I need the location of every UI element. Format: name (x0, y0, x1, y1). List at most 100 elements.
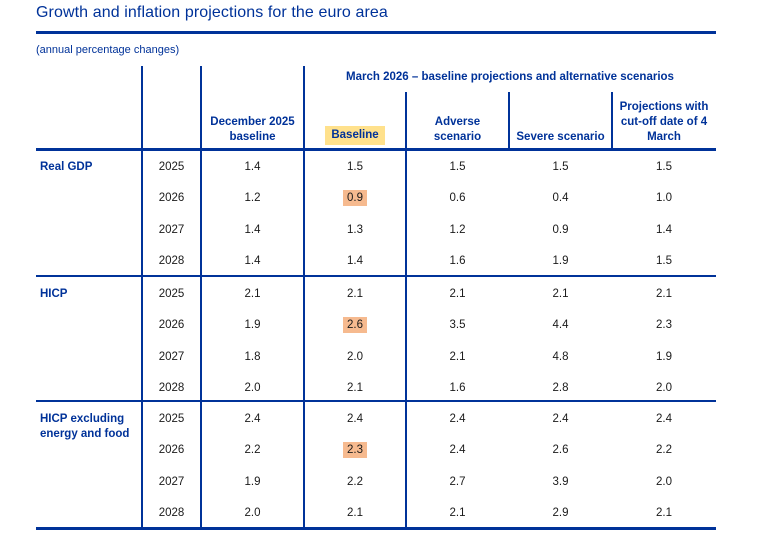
value-cell: 2.4 (449, 412, 466, 425)
year-cell: 2027 (158, 350, 185, 363)
value-cell: 1.9 (552, 255, 569, 268)
value-cell: 2.4 (347, 412, 363, 425)
value-cell: 1.9 (244, 475, 261, 488)
table-row: 2028 2.0 2.1 2.1 2.9 2.1 (36, 498, 716, 530)
table-section: HICP 2025 2.1 2.1 2.1 2.1 2.1 2026 1.9 2.6 3.5 4.4 2… (36, 278, 716, 404)
row-group-label: HICP excluding energy and food (40, 413, 130, 440)
year-cell: 2028 (158, 507, 185, 520)
value-cell: 2.4 (244, 412, 261, 425)
table-row: 2025 2.4 2.4 2.4 2.4 2.4 (36, 403, 716, 435)
value-cell: 4.4 (552, 319, 569, 332)
value-cell: 0.4 (552, 192, 569, 205)
table-row: 2026 2.2 2.3 2.4 2.6 2.2 (36, 435, 716, 467)
value-cell: 2.0 (244, 382, 261, 395)
value-cell: 2.0 (244, 507, 261, 520)
value-cell: 1.4 (244, 223, 261, 236)
value-cell: 2.7 (449, 475, 466, 488)
table-row: 2025 2.1 2.1 2.1 2.1 2.1 (36, 278, 716, 310)
value-cell: 2.3 (656, 319, 672, 332)
column-divider (508, 92, 510, 151)
row-group-label: HICP (40, 288, 68, 300)
year-cell: 2025 (158, 287, 185, 300)
group-header: March 2026 – baseline projections and al… (346, 71, 674, 83)
header-bottom-rule (36, 148, 716, 151)
value-cell: 0.9 (304, 190, 406, 207)
value-cell: 1.3 (347, 223, 363, 236)
value-cell: 3.5 (449, 319, 466, 332)
table-row: 2025 1.4 1.5 1.5 1.5 1.5 (36, 151, 716, 183)
value-cell: 1.9 (656, 350, 672, 363)
table-row: 2028 2.0 2.1 1.6 2.8 2.0 (36, 373, 716, 405)
column-divider (405, 92, 407, 530)
value-cell: 2.0 (656, 475, 672, 488)
column-header-cutoff-projections: Projections with cut-off date of 4 March (619, 101, 709, 143)
value-cell: 1.5 (449, 160, 466, 173)
column-divider (200, 66, 202, 530)
value-cell: 1.4 (244, 255, 261, 268)
value-cell: 2.1 (552, 287, 569, 300)
value-cell: 2.8 (552, 382, 569, 395)
year-cell: 2025 (158, 412, 185, 425)
value-cell: 2.2 (656, 444, 672, 457)
value-cell: 1.0 (656, 192, 672, 205)
value-cell: 2.1 (449, 350, 466, 363)
row-group-label: Real GDP (40, 161, 93, 173)
year-cell: 2027 (158, 223, 185, 236)
page-title: Growth and inflation projections for the… (36, 4, 388, 21)
value-cell: 1.8 (244, 350, 261, 363)
value-cell: 2.1 (656, 507, 672, 520)
highlighted-value: 2.6 (343, 317, 367, 334)
column-divider (303, 66, 305, 530)
value-cell: 2.4 (656, 412, 672, 425)
value-cell: 2.4 (449, 444, 466, 457)
value-cell: 1.5 (656, 255, 672, 268)
highlighted-value: 2.3 (343, 442, 367, 459)
value-cell: 1.4 (656, 223, 672, 236)
value-cell: 2.1 (449, 507, 466, 520)
value-cell: 2.6 (552, 444, 569, 457)
baseline-highlight: Baseline (325, 126, 385, 145)
units-note: (annual percentage changes) (36, 44, 180, 56)
table-row: 2026 1.9 2.6 3.5 4.4 2.3 (36, 310, 716, 342)
column-header-baseline: Baseline (304, 66, 406, 145)
year-cell: 2028 (158, 382, 185, 395)
column-header-adverse-scenario: Adverse scenario (433, 116, 482, 143)
value-cell: 4.8 (552, 350, 569, 363)
table-row: 2027 1.9 2.2 2.7 3.9 2.0 (36, 466, 716, 498)
value-cell: 2.1 (244, 287, 261, 300)
value-cell: 1.5 (552, 160, 569, 173)
table-section: Real GDP 2025 1.4 1.5 1.5 1.5 1.5 2026 1.2 0.9 0.6… (36, 151, 716, 277)
value-cell: 2.0 (656, 382, 672, 395)
value-cell: 1.2 (244, 192, 261, 205)
table-row: 2026 1.2 0.9 0.6 0.4 1.0 (36, 183, 716, 215)
highlighted-value: 0.9 (343, 190, 367, 207)
year-cell: 2027 (158, 475, 185, 488)
year-cell: 2025 (158, 160, 185, 173)
value-cell: 3.9 (552, 475, 569, 488)
value-cell: 2.2 (244, 444, 261, 457)
year-cell: 2026 (158, 444, 185, 457)
value-cell: 0.6 (449, 192, 466, 205)
table-row: 2027 1.4 1.3 1.2 0.9 1.4 (36, 214, 716, 246)
title-divider (36, 31, 716, 34)
section-divider (36, 400, 716, 402)
table-section: HICP excluding energy and food 2025 2.4 2.4… (36, 403, 716, 529)
value-cell: 0.9 (552, 223, 569, 236)
column-header-december-2025-baseline: December 2025 baseline (210, 116, 295, 143)
year-cell: 2026 (158, 192, 185, 205)
section-divider (36, 275, 716, 277)
value-cell: 1.2 (449, 223, 466, 236)
value-cell: 1.4 (347, 255, 363, 268)
value-cell: 2.1 (347, 382, 363, 395)
value-cell: 2.4 (552, 412, 569, 425)
value-cell: 2.9 (552, 507, 569, 520)
column-divider (611, 92, 613, 151)
year-cell: 2026 (158, 319, 185, 332)
value-cell: 2.1 (347, 507, 363, 520)
value-cell: 2.1 (656, 287, 672, 300)
value-cell: 2.1 (449, 287, 466, 300)
column-header-severe-scenario: Severe scenario (516, 131, 605, 143)
table-row: 2028 1.4 1.4 1.6 1.9 1.5 (36, 246, 716, 278)
table-bottom-rule (36, 527, 716, 530)
